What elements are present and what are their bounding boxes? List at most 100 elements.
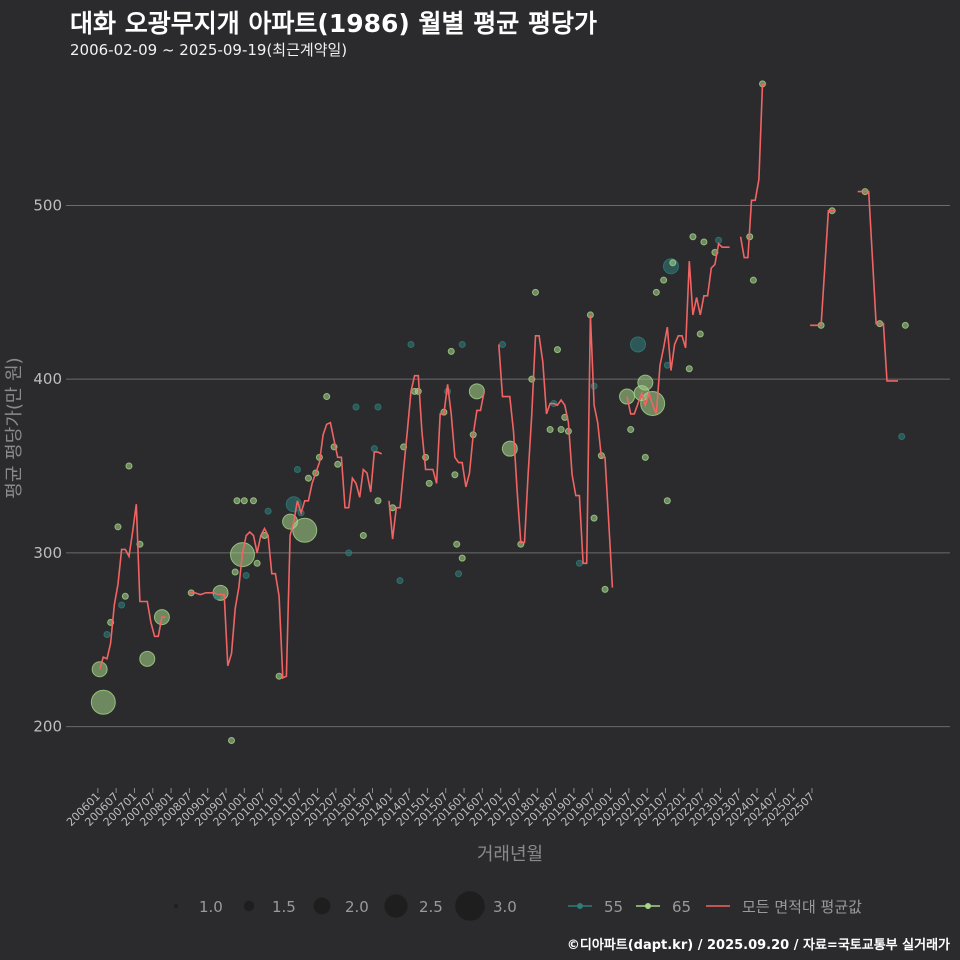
- legend: 1.0 1.5 2.0 2.5 3.0 55 65 모든 면적대 평균값: [174, 891, 862, 921]
- average-line-segment: [626, 242, 730, 415]
- x-axis-ticks: 2006012006072007012007072008012008072009…: [64, 788, 817, 829]
- average-line-segment: [857, 190, 898, 382]
- data-point-65: [231, 568, 239, 576]
- data-point-65: [425, 479, 433, 487]
- data-point-65: [700, 238, 708, 246]
- grid-lines: [66, 204, 950, 728]
- color-legend-label: 65: [672, 898, 691, 916]
- data-point-65: [275, 672, 283, 680]
- data-point-65: [90, 689, 116, 715]
- average-line: [98, 83, 898, 680]
- average-line-segment: [189, 421, 383, 680]
- average-line-segment: [388, 374, 485, 540]
- color-legend-label: 55: [604, 898, 623, 916]
- data-point-55: [663, 361, 671, 369]
- average-line-segment: [739, 83, 767, 259]
- size-legend-label: 3.0: [493, 898, 517, 916]
- data-point-55: [352, 403, 360, 411]
- data-point-65: [637, 374, 654, 391]
- data-point-65: [652, 288, 660, 296]
- data-point-65: [557, 426, 565, 434]
- y-tick-label: 500: [33, 196, 62, 214]
- color-legend-dot: [577, 903, 583, 909]
- chart-title: 대화 오광무지개 아파트(1986) 월별 평균 평당가: [70, 9, 597, 38]
- y-tick-label: 400: [33, 370, 62, 388]
- data-point-65: [359, 532, 367, 540]
- average-line-segment: [498, 314, 614, 588]
- data-point-55: [458, 340, 466, 348]
- data-point-55: [264, 507, 272, 515]
- data-point-55: [370, 445, 378, 453]
- data-point-55: [455, 570, 463, 578]
- data-point-65: [641, 453, 649, 461]
- size-legend-label: 2.0: [345, 898, 369, 916]
- data-point-65: [553, 346, 561, 354]
- size-legend-label: 2.5: [419, 898, 443, 916]
- color-legend-label: 모든 면적대 평균값: [742, 898, 862, 916]
- data-point-65: [619, 388, 636, 405]
- data-point-65: [901, 321, 909, 329]
- scatter-points: [90, 80, 909, 744]
- data-point-65: [121, 592, 129, 600]
- data-point-55: [396, 577, 404, 585]
- data-point-65: [240, 497, 248, 505]
- data-point-65: [627, 426, 635, 434]
- data-point-55: [118, 601, 126, 609]
- size-legend-label: 1.0: [199, 898, 223, 916]
- data-point-65: [451, 471, 459, 479]
- source-caption: ©디아파트(dapt.kr) / 2025.09.20 / 자료=국토교통부 실…: [566, 938, 950, 953]
- data-point-55: [715, 236, 723, 244]
- data-point-55: [293, 466, 301, 474]
- data-point-65: [663, 497, 671, 505]
- data-point-65: [660, 276, 668, 284]
- data-point-65: [323, 393, 331, 401]
- data-point-65: [689, 233, 697, 241]
- data-point-65: [125, 462, 133, 470]
- data-point-65: [531, 288, 539, 296]
- data-point-65: [458, 554, 466, 562]
- data-point-65: [468, 383, 485, 400]
- size-legend-dot: [455, 891, 485, 921]
- size-legend-dot: [313, 897, 331, 915]
- data-point-65: [304, 474, 312, 482]
- data-point-65: [669, 259, 677, 267]
- data-point-65: [292, 517, 318, 543]
- data-point-65: [685, 365, 693, 373]
- y-axis-title: 평균 평당가(만 원): [4, 357, 25, 498]
- data-point-55: [630, 336, 647, 353]
- data-point-65: [253, 559, 261, 567]
- data-point-55: [499, 340, 507, 348]
- average-line-segment: [810, 209, 836, 327]
- data-point-65: [249, 497, 257, 505]
- data-point-55: [575, 559, 583, 567]
- size-legend-dot: [384, 894, 408, 918]
- data-point-65: [114, 523, 122, 531]
- data-point-55: [407, 340, 415, 348]
- data-point-65: [447, 347, 455, 355]
- y-tick-label: 200: [33, 718, 62, 736]
- data-point-55: [898, 433, 906, 441]
- average-line-segment: [98, 504, 166, 670]
- data-point-65: [228, 736, 236, 744]
- data-point-65: [414, 387, 422, 395]
- data-point-65: [139, 650, 156, 667]
- data-point-65: [601, 585, 609, 593]
- data-point-65: [374, 497, 382, 505]
- size-legend-dot: [174, 904, 178, 908]
- data-point-65: [334, 460, 342, 468]
- y-tick-label: 300: [33, 544, 62, 562]
- data-point-65: [749, 276, 757, 284]
- data-point-55: [345, 549, 353, 557]
- y-axis-ticks: 200 300 400 500: [33, 196, 62, 735]
- size-legend-dot: [243, 900, 255, 912]
- size-legend-label: 1.5: [272, 898, 296, 916]
- data-point-55: [242, 571, 250, 579]
- color-legend-dot: [645, 903, 651, 909]
- data-point-55: [374, 403, 382, 411]
- data-point-55: [103, 631, 111, 639]
- data-point-65: [453, 540, 461, 548]
- data-point-65: [696, 330, 704, 338]
- data-point-55: [285, 496, 302, 513]
- x-axis-title: 거래년월: [477, 844, 543, 865]
